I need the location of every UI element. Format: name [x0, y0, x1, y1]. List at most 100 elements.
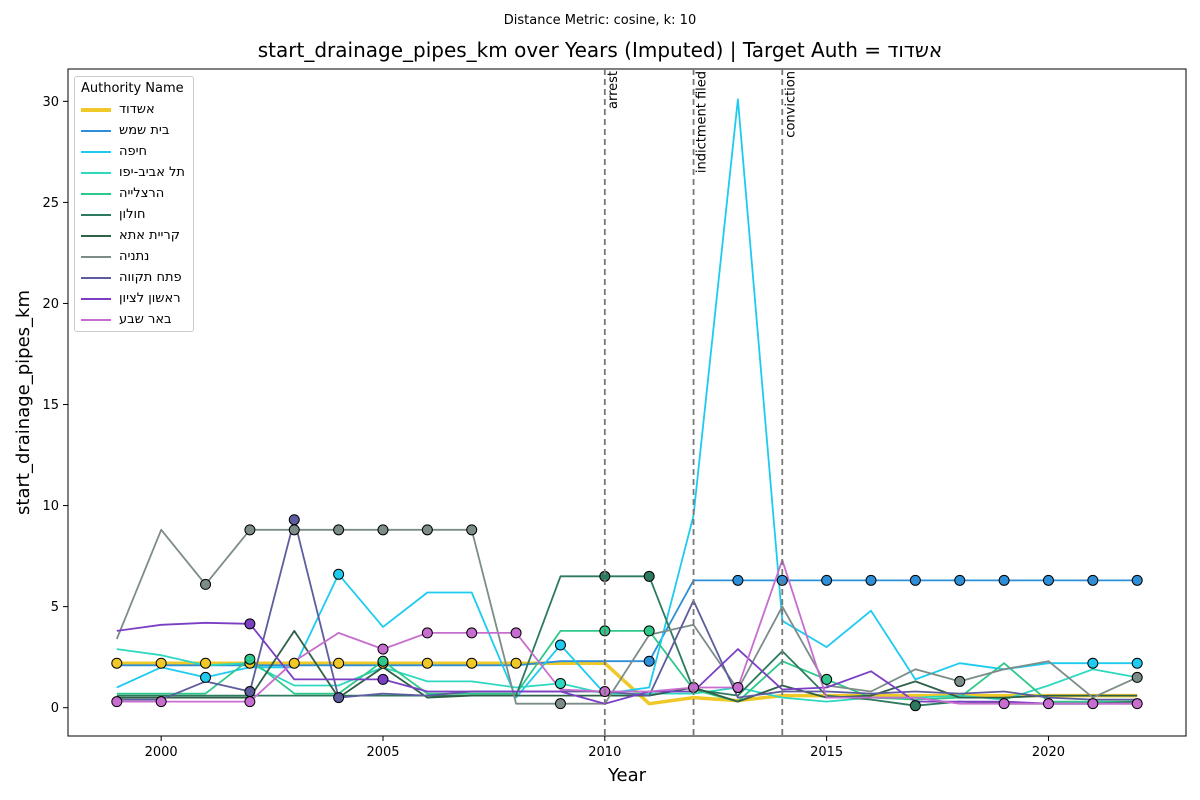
series-line [116, 579, 1138, 667]
data-point [244, 524, 256, 536]
chart-suptitle: Distance Metric: cosine, k: 10 [503, 13, 697, 28]
data-point [288, 657, 300, 669]
data-point [377, 524, 389, 536]
legend-swatch [81, 150, 111, 153]
legend-item: בית שמש [75, 120, 193, 141]
legend-label: נתניה [119, 249, 150, 264]
data-point [554, 677, 566, 689]
y-axis-label: start_drainage_pipes_km [13, 290, 34, 515]
legend-label: תל אביב-יפו [119, 165, 185, 180]
data-point [732, 681, 744, 693]
series-line [115, 528, 1138, 705]
x-tick-label: 2010 [588, 745, 621, 760]
data-point [821, 673, 833, 685]
legend-swatch [81, 192, 111, 195]
data-point [466, 657, 478, 669]
data-point [200, 578, 212, 590]
data-point [954, 574, 966, 586]
data-point [333, 524, 345, 536]
legend: Authority Name אשדוד בית שמש חיפה תל אביב-י… [74, 76, 194, 332]
series-line [116, 98, 1138, 699]
x-tick-label: 2015 [810, 745, 843, 760]
data-point [732, 574, 744, 586]
legend-item: פתח תקווה [75, 267, 193, 288]
data-point [1131, 671, 1143, 683]
legend-swatch [81, 234, 111, 237]
legend-item: אשדוד [75, 99, 193, 120]
data-point [244, 653, 256, 665]
data-point [643, 655, 655, 667]
event-label: indictment filed [695, 71, 710, 173]
data-point [111, 657, 123, 669]
plot-frame [67, 68, 1187, 737]
legend-label: ראשון לציון [119, 291, 181, 306]
x-axis-label: Year [607, 765, 647, 786]
legend-swatch [81, 213, 111, 216]
y-tick-label: 5 [51, 600, 59, 615]
data-point [643, 625, 655, 637]
legend-item: הרצלייה [75, 183, 193, 204]
chart-title: start_drainage_pipes_km over Years (Impu… [257, 38, 943, 62]
data-point [155, 696, 167, 708]
legend-label: קריית אתא [119, 228, 180, 243]
data-point [155, 657, 167, 669]
legend-item: קריית אתא [75, 225, 193, 246]
y-tick-label: 20 [42, 297, 59, 312]
data-point [200, 671, 212, 683]
data-point [244, 618, 256, 630]
data-point [1131, 657, 1143, 669]
data-point [643, 570, 655, 582]
data-point [954, 675, 966, 687]
legend-swatch [81, 297, 111, 300]
data-point [554, 698, 566, 710]
data-point [1042, 574, 1054, 586]
legend-label: חיפה [119, 144, 148, 159]
y-tick-label: 10 [42, 499, 59, 514]
data-point [200, 657, 212, 669]
legend-swatch [81, 318, 111, 321]
legend-swatch [81, 255, 111, 258]
data-point [1131, 574, 1143, 586]
x-tick-label: 2000 [145, 745, 178, 760]
y-tick-label: 30 [42, 95, 59, 110]
data-point [1042, 698, 1054, 710]
data-point [865, 574, 877, 586]
data-point [333, 657, 345, 669]
data-point [377, 643, 389, 655]
y-tick-label: 15 [42, 398, 59, 413]
data-point [111, 696, 123, 708]
event-label: arrest [606, 71, 621, 109]
data-point [909, 574, 921, 586]
data-point [333, 568, 345, 580]
data-point [377, 673, 389, 685]
data-point [244, 686, 256, 698]
data-point [554, 639, 566, 651]
data-point [244, 696, 256, 708]
data-point [998, 574, 1010, 586]
legend-swatch [81, 171, 111, 174]
data-point [1087, 657, 1099, 669]
series-line [116, 575, 1138, 707]
data-point [421, 657, 433, 669]
legend-items: אשדוד בית שמש חיפה תל אביב-יפו הרצלייה חולון ק… [75, 99, 193, 330]
legend-label: הרצלייה [119, 186, 165, 201]
plot-area [111, 98, 1143, 712]
legend-label: בית שמש [119, 123, 170, 138]
data-point [377, 655, 389, 667]
data-point [421, 524, 433, 536]
x-tick-label: 2005 [366, 745, 399, 760]
legend-label: באר שבע [119, 312, 172, 327]
data-point [288, 524, 300, 536]
legend-item: ראשון לציון [75, 288, 193, 309]
legend-swatch [81, 107, 111, 112]
data-point [998, 698, 1010, 710]
series-line [116, 518, 1138, 701]
data-point [510, 627, 522, 639]
data-point [466, 627, 478, 639]
data-point [1087, 698, 1099, 710]
y-tick-label: 0 [51, 701, 59, 716]
data-point [510, 657, 522, 669]
data-point [421, 627, 433, 639]
data-point [1131, 698, 1143, 710]
